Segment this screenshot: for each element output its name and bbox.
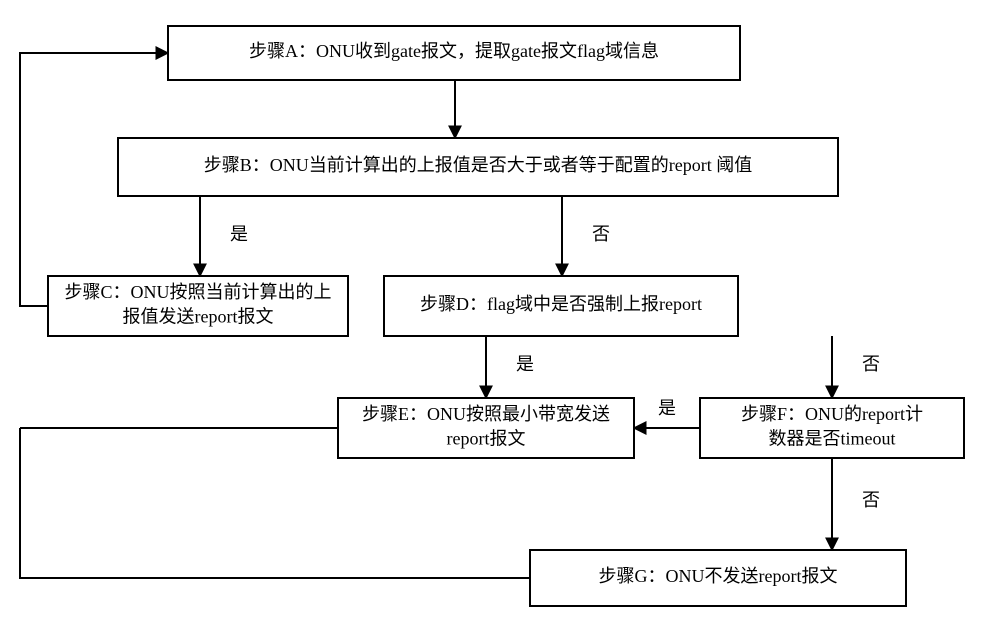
edge-label-F-E: 是: [658, 398, 676, 418]
node-text-E-line1: report报文: [447, 428, 526, 448]
node-text-E-line0: 步骤E：ONU按照最小带宽发送: [362, 404, 610, 424]
node-F: 步骤F：ONU的report计数器是否timeout: [700, 398, 964, 458]
node-text-F-line0: 步骤F：ONU的report计: [741, 404, 923, 424]
node-text-F-line1: 数器是否timeout: [769, 428, 896, 448]
node-text-A-line0: 步骤A：ONU收到gate报文，提取gate报文flag域信息: [249, 41, 659, 61]
edge-labels: 是否是否是否: [230, 224, 880, 510]
flowchart: 步骤A：ONU收到gate报文，提取gate报文flag域信息步骤B：ONU当前…: [0, 0, 1000, 644]
node-text-B-line0: 步骤B：ONU当前计算出的上报值是否大于或者等于配置的report 阈值: [204, 155, 752, 175]
node-text-C-line1: 报值发送report报文: [123, 306, 274, 326]
node-E: 步骤E：ONU按照最小带宽发送 report报文: [338, 398, 634, 458]
node-A: 步骤A：ONU收到gate报文，提取gate报文flag域信息: [168, 26, 740, 80]
node-text-D-line0: 步骤D：flag域中是否强制上报report: [420, 294, 702, 314]
edge-label-D-F: 否: [862, 354, 880, 374]
edge-label-B-D: 否: [592, 224, 610, 244]
node-text-G-line0: 步骤G：ONU不发送report报文: [599, 566, 838, 586]
node-D: 步骤D：flag域中是否强制上报report: [384, 276, 738, 336]
edge-label-B-C: 是: [230, 224, 248, 244]
nodes: 步骤A：ONU收到gate报文，提取gate报文flag域信息步骤B：ONU当前…: [48, 26, 964, 606]
edge-label-F-G: 否: [862, 490, 880, 510]
edge-label-D-E: 是: [516, 354, 534, 374]
node-B: 步骤B：ONU当前计算出的上报值是否大于或者等于配置的report 阈值: [118, 138, 838, 196]
node-G: 步骤G：ONU不发送report报文: [530, 550, 906, 606]
node-C: 步骤C：ONU按照当前计算出的上报值发送report报文: [48, 276, 348, 336]
node-text-C-line0: 步骤C：ONU按照当前计算出的上: [64, 282, 331, 302]
